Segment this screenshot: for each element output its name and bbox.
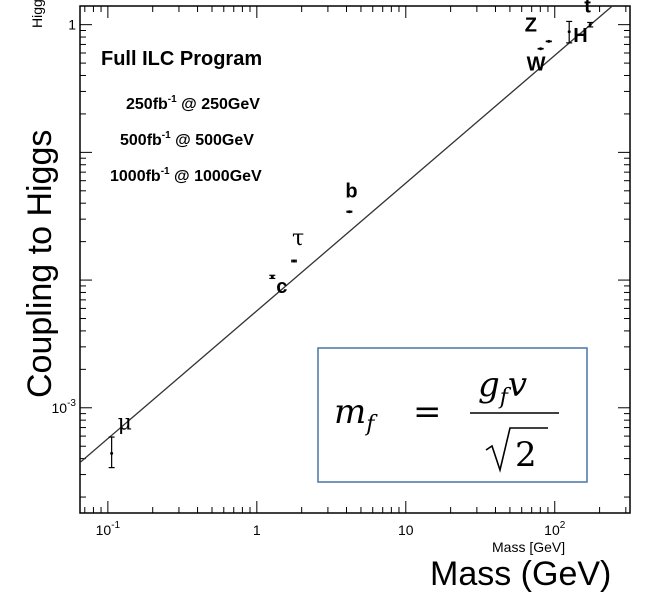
data-point-t: t bbox=[584, 0, 594, 28]
y-tick-label: 1 bbox=[68, 17, 76, 33]
tick-group bbox=[80, 6, 630, 513]
annotation-line: 500fb-1 @ 500GeV bbox=[120, 130, 254, 149]
tick-label-group: 10-1 1 10 102 1 10-3 bbox=[52, 17, 566, 538]
marker bbox=[110, 451, 114, 455]
formula-numerator: gfv bbox=[478, 365, 527, 410]
data-points: μ c τ b WZ Ht bbox=[108, 0, 594, 469]
sqrt-sign bbox=[485, 427, 548, 473]
formula-equals: = bbox=[413, 392, 442, 432]
point-label: c bbox=[276, 276, 287, 298]
data-point-W: W bbox=[527, 47, 546, 76]
point-label: τ bbox=[292, 226, 304, 251]
data-point-μ: μ bbox=[108, 410, 132, 469]
point-label: H bbox=[573, 25, 587, 47]
point-label: W bbox=[527, 54, 546, 76]
reference-line bbox=[79, 5, 613, 463]
point-label: t bbox=[584, 0, 591, 18]
x-tick-label: 10 bbox=[398, 522, 414, 538]
ilc-annotation: Full ILC Program 250fb-1 @ 250GeV 500fb-1 … bbox=[101, 48, 262, 185]
data-point-H: H bbox=[566, 20, 588, 47]
annotation-line: 250fb-1 @ 250GeV bbox=[126, 94, 260, 113]
marker bbox=[292, 259, 296, 263]
data-point-Z: Z bbox=[525, 14, 552, 43]
data-point-c: c bbox=[269, 274, 287, 298]
marker bbox=[588, 23, 592, 27]
point-label: μ bbox=[118, 410, 132, 435]
data-point-τ: τ bbox=[291, 226, 304, 263]
y-tick-label: 10-3 bbox=[52, 398, 77, 416]
x-axis-clipped-label: Mass [GeV] bbox=[492, 539, 565, 555]
y-axis-label-wrap: Coupling to Higgs bbox=[18, 3, 59, 403]
plot-frame bbox=[79, 5, 631, 514]
x-tick-label: 1 bbox=[253, 522, 261, 538]
x-axis-label: Mass (GeV) bbox=[430, 555, 612, 593]
data-point-b: b bbox=[345, 181, 358, 214]
marker bbox=[347, 210, 351, 214]
formula-denominator: 2 bbox=[515, 435, 537, 475]
annotation-line: 1000fb-1 @ 1000GeV bbox=[110, 166, 262, 185]
formula-frame bbox=[317, 347, 588, 483]
point-label: b bbox=[345, 181, 357, 203]
marker bbox=[539, 47, 543, 51]
y-axis-label: Coupling to Higgs bbox=[21, 130, 58, 398]
annotation-title: Full ILC Program bbox=[101, 48, 262, 70]
x-tick-label: 10-1 bbox=[96, 520, 121, 538]
marker bbox=[567, 30, 571, 34]
formula-lhs: mf bbox=[334, 392, 378, 437]
point-label: Z bbox=[525, 14, 537, 36]
marker bbox=[270, 275, 274, 279]
formula-box: mf = gfv 2 bbox=[317, 347, 588, 483]
x-tick-label: 102 bbox=[544, 520, 566, 538]
marker bbox=[547, 39, 551, 43]
y-axis-clipped-label: Higgs bbox=[29, 0, 45, 28]
